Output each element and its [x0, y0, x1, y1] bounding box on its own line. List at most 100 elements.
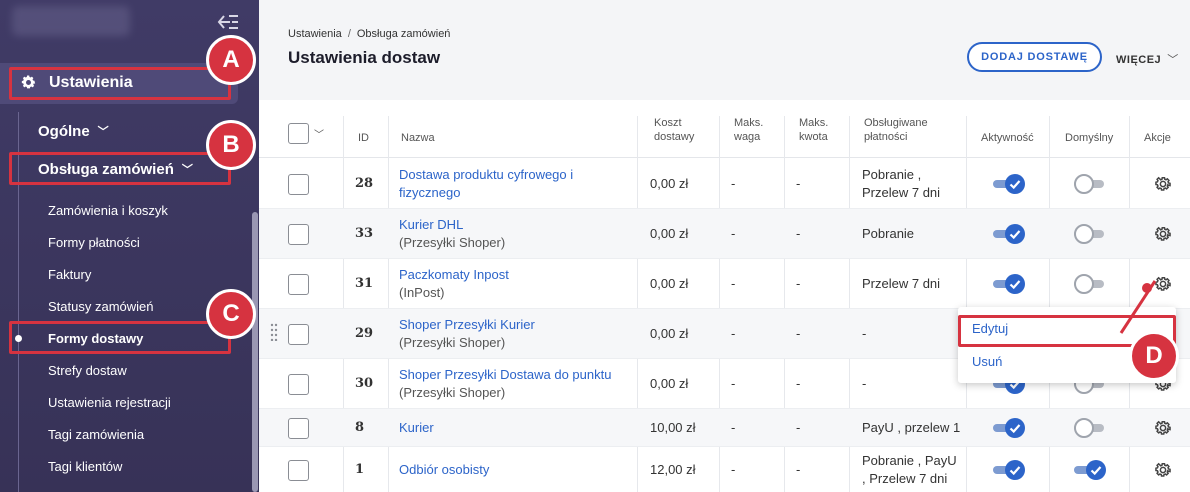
- sidebar-group-obsluga-zamowien[interactable]: Obsługa zamówień ﹀: [38, 161, 193, 178]
- row-checkbox[interactable]: [288, 324, 309, 345]
- actions-gear-icon[interactable]: [1154, 225, 1172, 243]
- actions-gear-icon[interactable]: [1154, 275, 1172, 293]
- actions-gear-icon[interactable]: [1154, 419, 1172, 437]
- delivery-provider: (Przesyłki Shoper): [399, 385, 506, 400]
- more-button[interactable]: WIĘCEJ ﹀: [1116, 51, 1179, 67]
- sidebar-item-formy-platnosci[interactable]: Formy płatności: [48, 235, 140, 250]
- default-toggle[interactable]: [1074, 417, 1106, 439]
- drag-handle-icon[interactable]: [270, 323, 278, 341]
- row-checkbox[interactable]: [288, 418, 309, 439]
- column-max-amount[interactable]: Maks. kwota: [799, 116, 828, 144]
- payments-line1: -: [862, 326, 867, 341]
- delivery-name-line1: Shoper Przesyłki Dostawa do punktu: [399, 367, 612, 382]
- active-toggle[interactable]: [993, 417, 1025, 439]
- delivery-provider: (Przesyłki Shoper): [399, 235, 506, 250]
- default-toggle[interactable]: [1074, 223, 1106, 245]
- row-max-weight: -: [731, 376, 736, 391]
- column-cost[interactable]: Koszt dostawy: [654, 116, 694, 144]
- select-all-checkbox[interactable]: [288, 123, 309, 144]
- row-id: 28: [355, 176, 374, 191]
- active-toggle[interactable]: [993, 273, 1025, 295]
- delivery-name-link[interactable]: Kurier: [399, 420, 434, 435]
- column-divider: [1049, 116, 1050, 492]
- column-active[interactable]: Aktywność: [981, 132, 1034, 144]
- active-toggle[interactable]: [993, 173, 1025, 195]
- delivery-name-link[interactable]: Shoper Przesyłki Kurier: [399, 317, 535, 332]
- column-amount-line1: Maks.: [799, 117, 829, 129]
- toggle-knob: [1005, 224, 1025, 244]
- table-row[interactable]: 1 Odbiór osobisty 12,00 zł - - Pobranie , Pay…: [259, 447, 1190, 492]
- breadcrumb-item-obsluga-zamowien[interactable]: Obsługa zamówień: [356, 28, 451, 40]
- row-name: Odbiór osobisty: [399, 461, 629, 479]
- sidebar-item-strefy-dostaw[interactable]: Strefy dostaw: [48, 363, 127, 378]
- row-max-amount: -: [796, 462, 801, 477]
- row-payments: Pobranie , Przelew 7 dni: [862, 166, 967, 202]
- row-checkbox[interactable]: [288, 374, 309, 395]
- row-max-amount: -: [796, 376, 801, 391]
- delivery-name-link[interactable]: Odbiór osobisty: [399, 462, 489, 477]
- row-cost: 0,00 zł: [650, 276, 689, 291]
- default-toggle[interactable]: [1074, 173, 1106, 195]
- delivery-name-line1: Kurier DHL: [399, 217, 464, 232]
- table-row[interactable]: 33 Kurier DHL (Przesyłki Shoper) 0,00 zł - - P…: [259, 209, 1190, 259]
- column-divider: [849, 116, 850, 492]
- row-payments: Przelew 7 dni: [862, 275, 967, 293]
- toggle-knob: [1074, 274, 1094, 294]
- active-toggle[interactable]: [993, 459, 1025, 481]
- toggle-knob: [1005, 418, 1025, 438]
- default-toggle[interactable]: [1074, 273, 1106, 295]
- sidebar-item-tagi-klientow[interactable]: Tagi klientów: [48, 459, 123, 474]
- table-row[interactable]: 31 Paczkomaty Inpost (InPost) 0,00 zł - - Prze…: [259, 259, 1190, 309]
- sidebar-item-faktury[interactable]: Faktury: [48, 267, 92, 282]
- row-checkbox[interactable]: [288, 224, 309, 245]
- payments-line1: Pobranie , PayU: [862, 453, 957, 468]
- payments-line1: Pobranie: [862, 226, 915, 241]
- row-id: 30: [355, 376, 374, 391]
- actions-gear-icon[interactable]: [1154, 175, 1172, 193]
- actions-gear-icon[interactable]: [1154, 461, 1172, 479]
- row-max-amount: -: [796, 326, 801, 341]
- column-default[interactable]: Domyślny: [1065, 132, 1114, 144]
- sidebar-item-statusy-zamowien[interactable]: Statusy zamówień: [48, 299, 154, 314]
- delivery-name-link[interactable]: Kurier DHL: [399, 217, 463, 232]
- row-checkbox[interactable]: [288, 174, 309, 195]
- breadcrumb-item-ustawienia[interactable]: Ustawienia: [288, 28, 342, 40]
- delivery-name-link[interactable]: Shoper Przesyłki Dostawa do punktu: [399, 367, 611, 382]
- column-id[interactable]: ID: [358, 132, 369, 144]
- column-divider: [966, 116, 967, 492]
- sidebar-item-formy-dostawy[interactable]: Formy dostawy: [48, 331, 144, 346]
- column-payments[interactable]: Obsługiwane płatności: [864, 116, 928, 144]
- row-checkbox[interactable]: [288, 460, 309, 481]
- chevron-down-icon[interactable]: ﹀: [314, 130, 324, 141]
- delivery-name-link[interactable]: Paczkomaty Inpost: [399, 267, 509, 282]
- row-payments: Pobranie , PayU , Przelew 7 dni: [862, 452, 967, 488]
- column-max-weight[interactable]: Maks. waga: [734, 116, 763, 144]
- page-header: Ustawienia / Obsługa zamówień Ustawienia d…: [259, 0, 1190, 100]
- collapse-sidebar-icon[interactable]: [217, 13, 239, 31]
- payments-line2: , Przelew 7 dni: [862, 471, 948, 486]
- sidebar-group-ogolne[interactable]: Ogólne ﹀: [38, 123, 109, 140]
- row-max-weight: -: [731, 462, 736, 477]
- row-cost: 10,00 zł: [650, 420, 696, 435]
- row-payments: Pobranie: [862, 225, 967, 243]
- column-amount-line2: kwota: [799, 131, 828, 143]
- payments-line2: Przelew 7 dni: [862, 185, 941, 200]
- default-toggle[interactable]: [1074, 459, 1106, 481]
- sidebar-item-zamowienia-i-koszyk[interactable]: Zamówienia i koszyk: [48, 203, 168, 218]
- edit-menu-item[interactable]: Edytuj: [972, 321, 1009, 336]
- delivery-name-link[interactable]: Dostawa produktu cyfrowego i fizycznego: [399, 167, 573, 200]
- sidebar-item-label: Ustawienia: [49, 74, 133, 91]
- table-row[interactable]: 8 Kurier 10,00 zł - - PayU , przelew 1: [259, 409, 1190, 447]
- sidebar-item-tagi-zamowienia[interactable]: Tagi zamówienia: [48, 427, 145, 442]
- column-name[interactable]: Nazwa: [401, 132, 435, 144]
- sidebar-scrollbar[interactable]: [252, 212, 258, 492]
- row-name: Paczkomaty Inpost (InPost): [399, 266, 629, 302]
- sidebar-item-ustawienia-rejestracji[interactable]: Ustawienia rejestracji: [48, 395, 171, 410]
- row-id: 29: [355, 326, 374, 341]
- row-checkbox[interactable]: [288, 274, 309, 295]
- active-toggle[interactable]: [993, 223, 1025, 245]
- delete-menu-item[interactable]: Usuń: [972, 354, 1003, 369]
- add-delivery-button[interactable]: DODAJ DOSTAWĘ: [967, 42, 1102, 72]
- table-row[interactable]: 28 Dostawa produktu cyfrowego i fizycznego…: [259, 159, 1190, 209]
- delivery-name-line1: Kurier: [399, 420, 434, 435]
